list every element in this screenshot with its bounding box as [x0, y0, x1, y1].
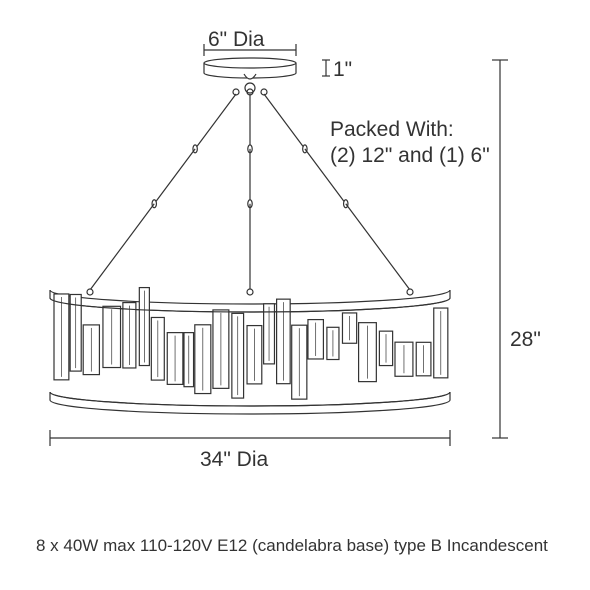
label-spec: 8 x 40W max 110-120V E12 (candelabra bas…	[36, 536, 548, 556]
label-packed-with-1: Packed With:	[330, 118, 454, 142]
chandelier-spec-diagram	[0, 0, 590, 590]
label-body-dia: 34" Dia	[200, 448, 268, 472]
label-canopy-h: 1"	[333, 58, 352, 82]
label-overall-h: 28"	[510, 328, 541, 352]
label-packed-with-2: (2) 12" and (1) 6"	[330, 144, 490, 168]
label-canopy-dia: 6" Dia	[208, 28, 264, 52]
